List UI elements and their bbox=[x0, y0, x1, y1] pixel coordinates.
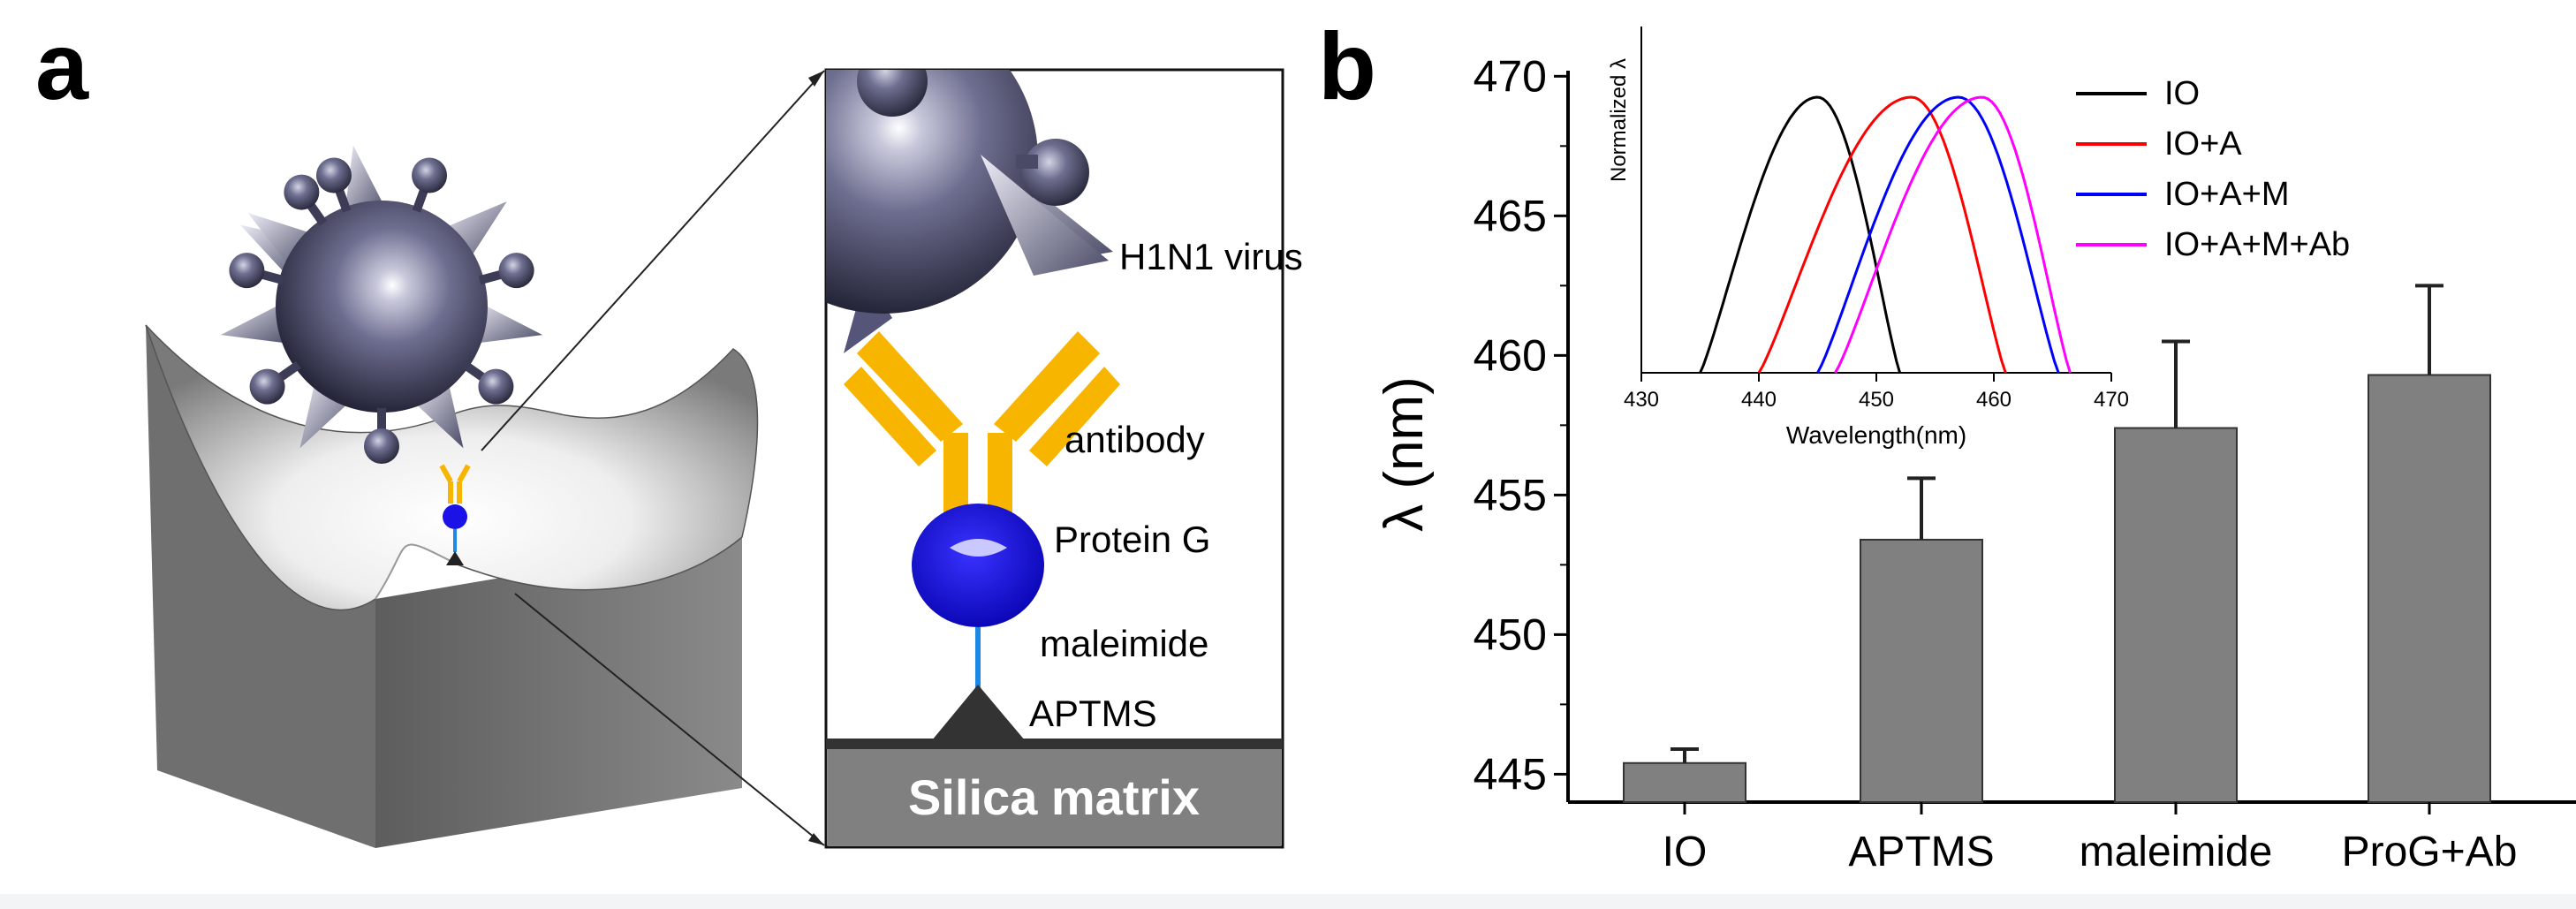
virus-knob bbox=[478, 368, 514, 405]
virus-knob bbox=[229, 253, 265, 289]
aptms-pyramid bbox=[932, 685, 1025, 740]
label-aptms: APTMS bbox=[1029, 693, 1157, 734]
label-linker: maleimide bbox=[1040, 623, 1208, 664]
panel-b-letter: b bbox=[1318, 12, 1376, 119]
protein-g-shape bbox=[912, 504, 1044, 627]
label-virus: H1N1 virus bbox=[1119, 236, 1303, 277]
x-tick-label: IO bbox=[1663, 829, 1708, 875]
spectrum-line bbox=[1834, 95, 2072, 374]
silica-matrix bbox=[826, 739, 1283, 749]
bottom-strip bbox=[0, 894, 2576, 909]
virus-spike bbox=[344, 145, 386, 217]
inset-x-tick-label: 440 bbox=[1741, 388, 1777, 412]
legend-label: IO bbox=[2164, 75, 2200, 112]
virus-particle bbox=[220, 145, 543, 464]
inset-x-tick-label: 470 bbox=[2094, 388, 2129, 412]
bar-chart: 445 450 455 460 465 470 λ (nm) IO APTMS maleimide… bbox=[1374, 51, 2576, 875]
y-tick-label: 455 bbox=[1474, 470, 1547, 519]
virus-knob bbox=[249, 368, 285, 405]
label-silica: Silica matrix bbox=[908, 769, 1200, 825]
bar bbox=[2114, 427, 2238, 803]
legend-label: IO+A bbox=[2164, 125, 2242, 163]
y-tick-label: 465 bbox=[1474, 191, 1547, 240]
surface-receptor bbox=[439, 464, 471, 565]
y-axis-label: λ (nm) bbox=[1374, 376, 1435, 532]
spectrum-line bbox=[1757, 95, 2007, 374]
virus-spike bbox=[220, 302, 292, 345]
spectrum-line bbox=[1699, 95, 1902, 374]
inset-x-tick-label: 450 bbox=[1859, 388, 1894, 412]
zoom-line-bottom bbox=[514, 593, 825, 846]
inset-x-axis-label: Wavelength(nm) bbox=[1786, 421, 1966, 449]
bar bbox=[1623, 761, 1746, 804]
zoom-arrow-bottom bbox=[808, 833, 824, 845]
zoom-line-top bbox=[481, 70, 825, 451]
inset-x-tick-label: 430 bbox=[1624, 388, 1659, 412]
inset-virus bbox=[826, 70, 1113, 353]
panel-a-letter: a bbox=[35, 12, 89, 119]
inset-y-axis-label: Normalized λ bbox=[1607, 58, 1631, 182]
inset-x-tick-label: 460 bbox=[1976, 388, 2012, 412]
legend-label: IO+A+M bbox=[2164, 176, 2290, 213]
inset-spectra-chart: 430 440 450 460 470 Wavelength(nm) Normalized … bbox=[1607, 27, 2350, 449]
x-tick-label: ProG+Ab bbox=[2342, 829, 2518, 875]
bar bbox=[2368, 374, 2491, 803]
virus-spike bbox=[471, 302, 543, 345]
zoom-arrow-top bbox=[808, 71, 824, 87]
y-tick-label: 460 bbox=[1474, 330, 1547, 380]
label-protein: Protein G bbox=[1054, 519, 1210, 560]
virus-knob bbox=[284, 174, 320, 210]
y-tick-label: 450 bbox=[1474, 610, 1547, 659]
legend-label: IO+A+M+Ab bbox=[2164, 226, 2350, 263]
x-tick-label: maleimide bbox=[2080, 829, 2273, 875]
spectrum-line bbox=[1816, 95, 2060, 374]
bar bbox=[1860, 538, 1983, 803]
virus-knob bbox=[315, 157, 352, 193]
virus-knob bbox=[498, 253, 534, 289]
inset-background bbox=[1641, 27, 2111, 373]
virus-knob bbox=[412, 157, 448, 193]
label-antibody: antibody bbox=[1064, 419, 1205, 460]
virus-knob bbox=[364, 428, 399, 464]
y-tick-label: 470 bbox=[1474, 51, 1547, 101]
x-tick-label: APTMS bbox=[1848, 829, 1994, 875]
bowl-block bbox=[145, 324, 759, 848]
zoom-inset: H1N1 virus antibody Protein G maleimide … bbox=[824, 68, 1303, 849]
y-tick-label: 445 bbox=[1474, 749, 1547, 799]
